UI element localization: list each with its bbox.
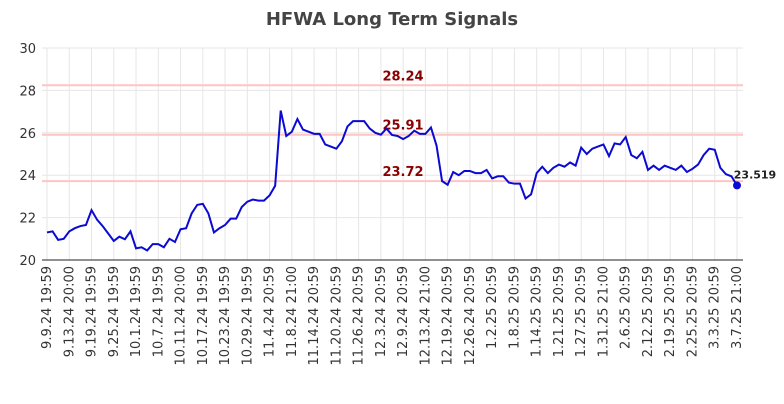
x-tick-label: 10.1.24 19:59 [129, 266, 144, 357]
signal-label: 23.72 [382, 165, 423, 180]
x-tick-label: 1.8.25 20:59 [507, 266, 522, 349]
x-tick-label: 10.29.24 19:59 [240, 266, 255, 366]
y-tick-label: 28 [19, 84, 36, 99]
signal-label: 25.91 [382, 119, 423, 134]
x-tick-label: 2.6.25 20:59 [619, 266, 634, 349]
x-tick-label: 12.13.24 21:00 [418, 266, 433, 366]
x-tick-label: 2.12.25 20:59 [641, 266, 656, 357]
last-point [733, 181, 741, 190]
y-tick-label: 30 [19, 42, 36, 57]
x-tick-label: 3.3.25 20:59 [708, 266, 723, 349]
x-tick-label: 11.26.24 20:59 [352, 266, 367, 366]
x-tick-label: 12.3.24 20:59 [374, 266, 389, 357]
x-tick-label: 11.14.24 20:59 [307, 266, 322, 366]
x-tick-label: 1.21.25 20:59 [552, 266, 567, 357]
x-tick-label: 9.19.24 19:59 [85, 266, 100, 357]
x-tick-label: 10.11.24 20:00 [174, 266, 189, 366]
x-tick-label: 2.25.25 20:59 [685, 266, 700, 357]
signal-label: 28.24 [382, 69, 423, 84]
chart-title: HFWA Long Term Signals [266, 9, 518, 30]
y-tick-label: 26 [19, 127, 36, 142]
x-tick-label: 1.31.25 21:00 [596, 266, 611, 357]
x-tick-label: 11.8.24 21:00 [285, 266, 300, 357]
last-value-label: 23.519 [734, 168, 776, 181]
x-tick-label: 1.27.25 20:59 [574, 266, 589, 357]
y-tick-label: 22 [19, 212, 36, 227]
x-tick-label: 12.19.24 20:59 [441, 266, 456, 366]
x-tick-label: 10.7.24 19:59 [151, 266, 166, 357]
x-tick-label: 10.17.24 19:59 [196, 266, 211, 366]
x-tick-label: 9.9.24 19:59 [40, 266, 55, 349]
line [46, 110, 738, 252]
x-tick-label: 1.14.25 20:59 [530, 266, 545, 357]
x-tick-label: 2.19.25 20:59 [663, 266, 678, 357]
x-tick-label: 3.7.25 21:00 [730, 266, 745, 349]
x-tick-label: 12.26.24 20:59 [463, 266, 478, 366]
y-tick-label: 20 [19, 254, 36, 269]
x-tick-label: 9.25.24 19:59 [107, 266, 122, 357]
x-tick-label: 1.2.25 20:59 [485, 266, 500, 349]
x-tick-label: 11.20.24 20:59 [329, 266, 344, 366]
x-tick-label: 10.23.24 19:59 [218, 266, 233, 366]
x-tick-label: 9.13.24 20:00 [62, 266, 77, 357]
x-tick-label: 11.4.24 20:59 [263, 266, 278, 357]
x-tick-label: 12.9.24 20:59 [396, 266, 411, 357]
y-tick-label: 24 [19, 169, 36, 184]
